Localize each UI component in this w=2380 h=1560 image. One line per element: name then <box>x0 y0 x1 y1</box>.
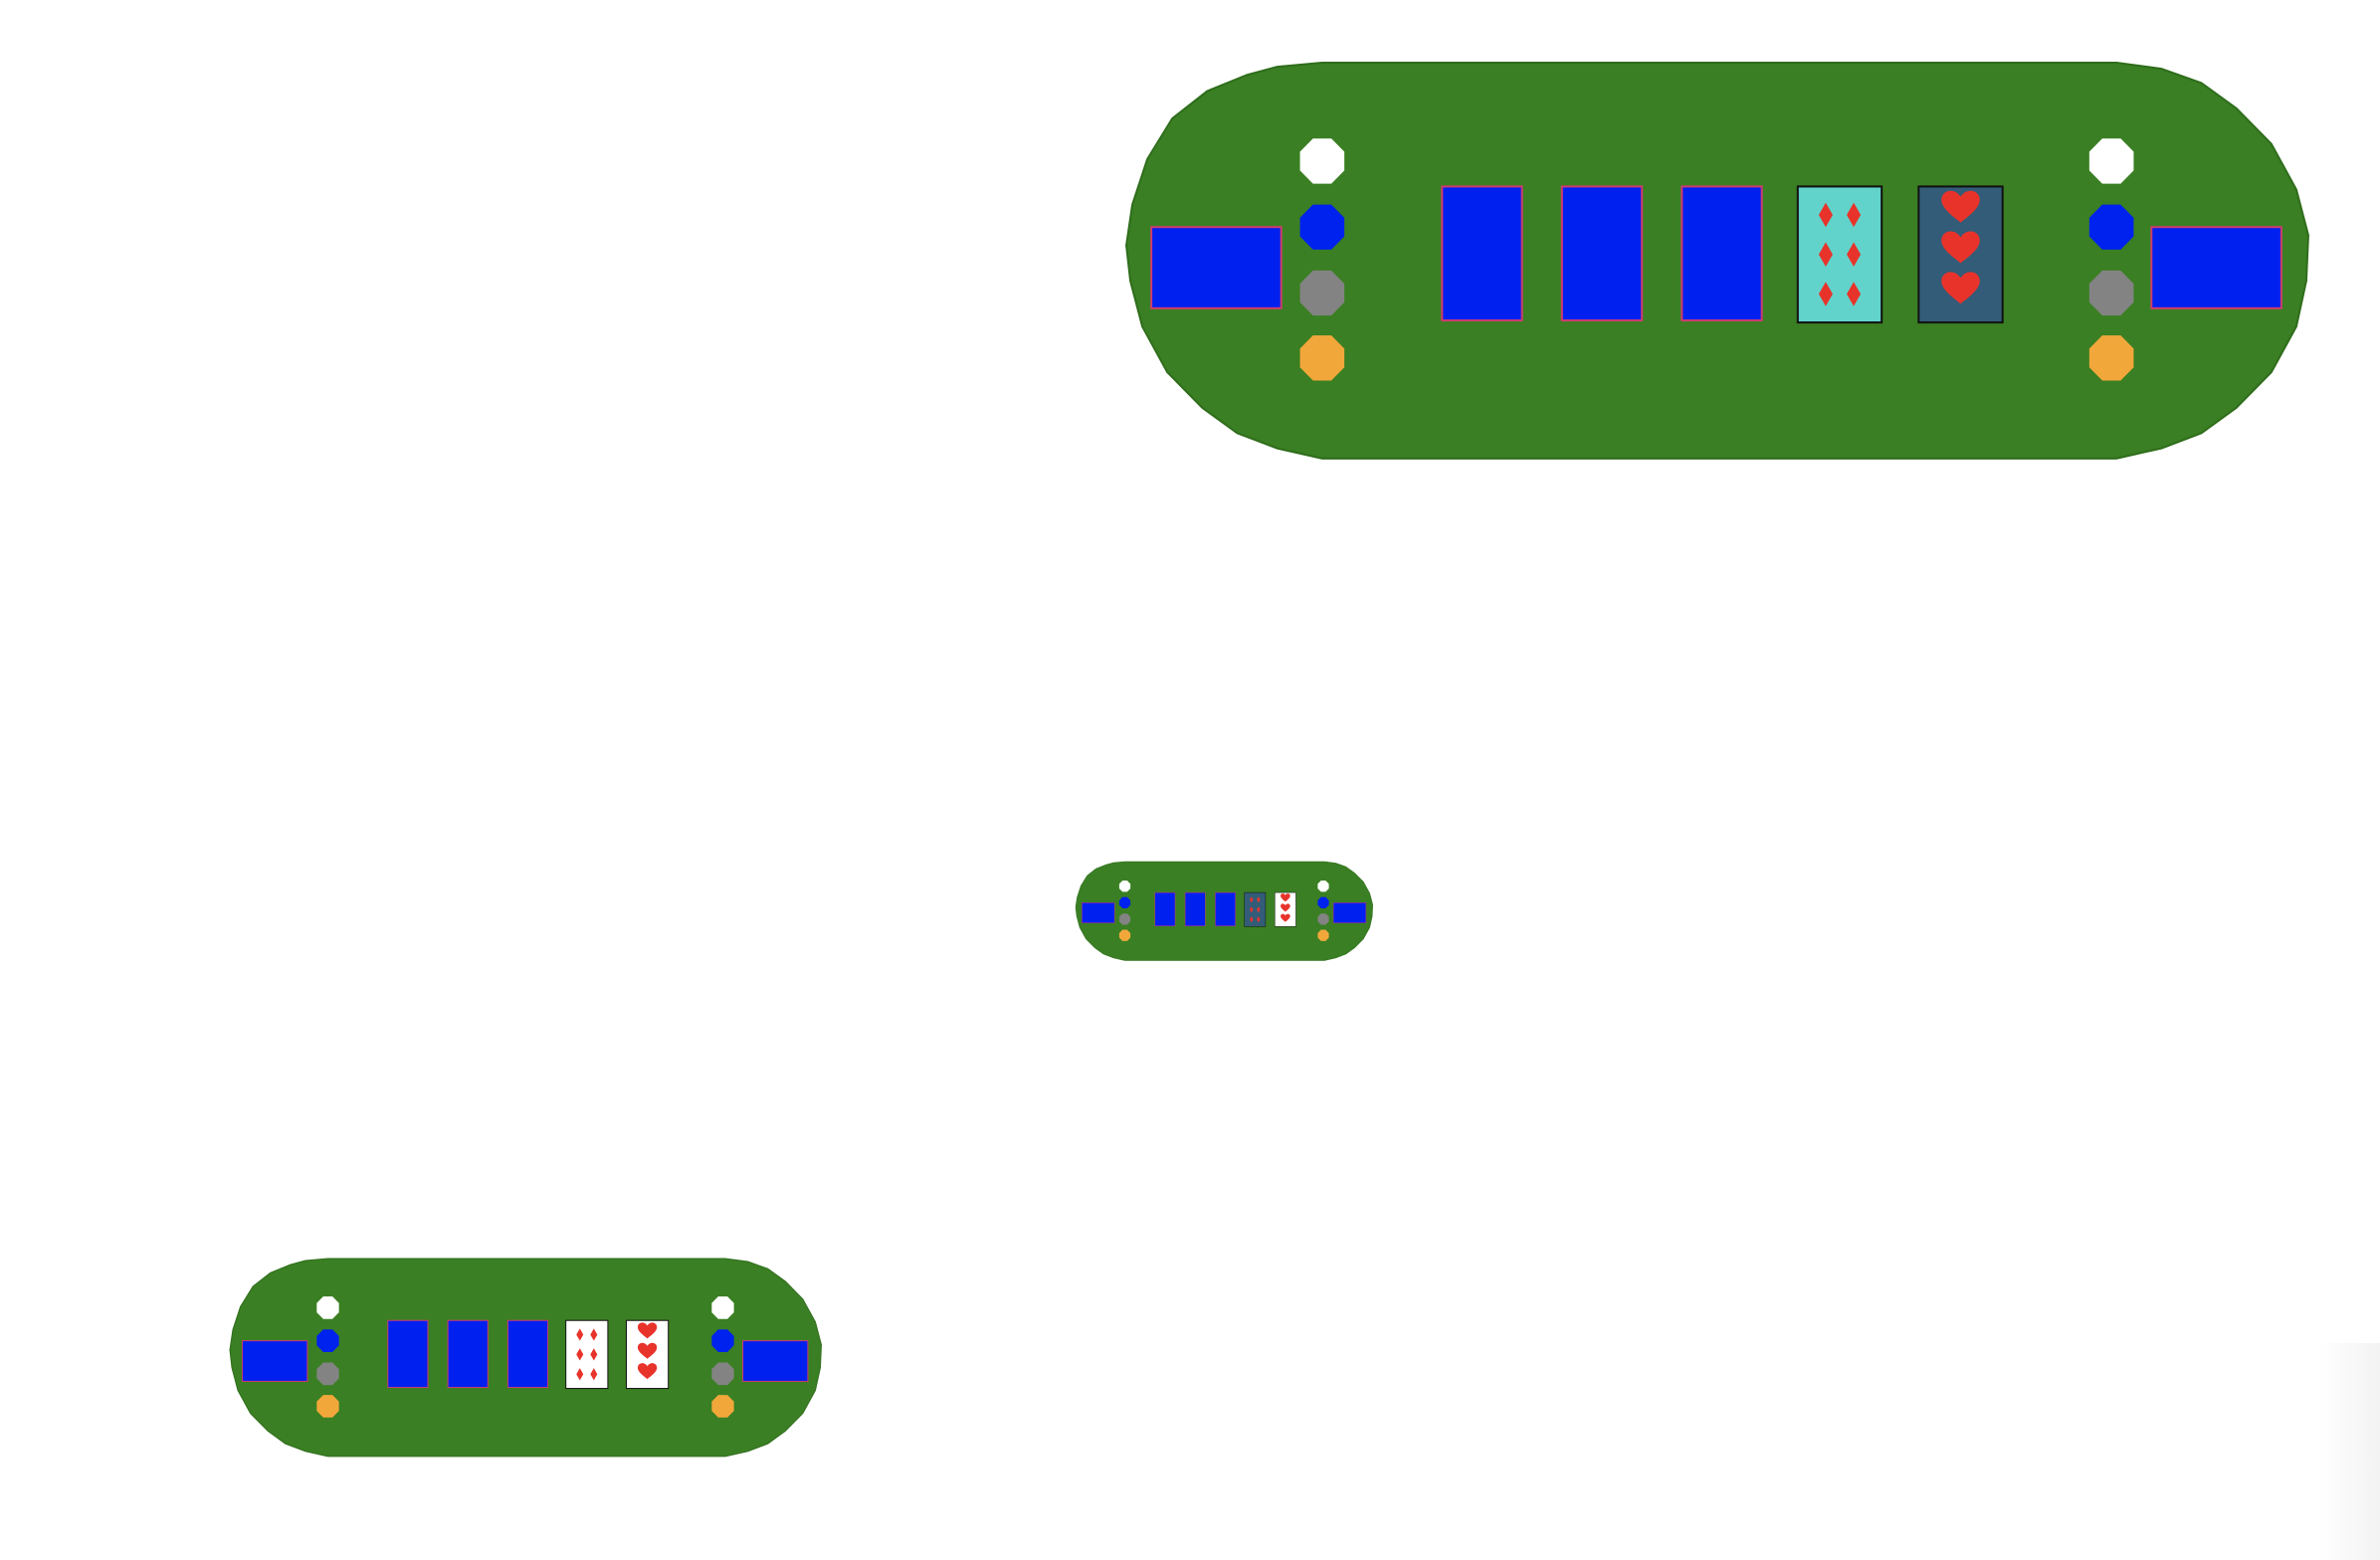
orange-chip[interactable] <box>1299 335 1345 381</box>
gray-chip[interactable] <box>711 1362 734 1386</box>
community-card-3[interactable] <box>1215 891 1236 927</box>
community-card-3-back <box>1681 185 1763 322</box>
diamond-icon <box>1249 906 1254 913</box>
diamond-icon <box>1847 242 1862 268</box>
white-chip[interactable] <box>1317 880 1329 892</box>
community-card-4-face <box>1796 185 1884 324</box>
white-chip[interactable] <box>711 1296 734 1319</box>
white-chip[interactable] <box>1299 138 1345 184</box>
orange-chip[interactable] <box>2088 335 2134 381</box>
blue-chip[interactable] <box>1118 896 1131 908</box>
community-card-5[interactable] <box>625 1319 670 1390</box>
community-card-4[interactable] <box>565 1319 609 1390</box>
community-card-4-face <box>565 1319 609 1390</box>
community-card-1[interactable] <box>387 1319 429 1389</box>
community-card-3[interactable] <box>1681 185 1763 322</box>
orange-chip[interactable] <box>316 1395 339 1418</box>
orange-chip[interactable] <box>1317 929 1329 941</box>
community-card-2[interactable] <box>1184 891 1206 927</box>
heart-icon <box>1941 272 1980 304</box>
heart-icon <box>637 1342 658 1359</box>
heart-icon <box>1280 903 1290 912</box>
right-seat-card-back[interactable] <box>1332 902 1367 923</box>
community-card-4[interactable] <box>1796 185 1884 324</box>
left-seat-card-back[interactable] <box>1082 902 1115 923</box>
diamond-icon <box>1847 282 1862 306</box>
community-card-5[interactable] <box>1917 185 2004 324</box>
community-card-2[interactable] <box>1560 185 1644 322</box>
diamond-icon <box>1257 896 1261 903</box>
heart-icon <box>1941 231 1980 264</box>
community-card-1-back <box>1154 891 1176 927</box>
community-card-1-back <box>387 1319 429 1389</box>
white-chip[interactable] <box>1118 880 1131 892</box>
white-chip[interactable] <box>2088 138 2134 184</box>
poker-table-medium[interactable] <box>228 1258 828 1462</box>
diamond-icon <box>590 1368 598 1381</box>
community-card-2[interactable] <box>447 1319 489 1389</box>
left-seat-card-back[interactable] <box>1150 226 1283 309</box>
community-card-2-back <box>1184 891 1206 927</box>
community-card-2-back <box>447 1319 489 1389</box>
community-card-4[interactable] <box>1244 891 1267 927</box>
heart-icon <box>637 1363 658 1380</box>
gray-chip[interactable] <box>316 1362 339 1386</box>
diamond-icon <box>1257 906 1261 913</box>
blue-chip[interactable] <box>316 1329 339 1352</box>
diamond-icon <box>1847 202 1862 228</box>
diamond-icon <box>1249 896 1254 903</box>
community-card-1[interactable] <box>1441 185 1523 322</box>
diamond-icon <box>1257 916 1261 923</box>
diamond-icon <box>576 1348 584 1361</box>
diamond-icon <box>590 1348 598 1361</box>
blue-chip[interactable] <box>1299 204 1345 250</box>
heart-icon <box>1280 893 1290 902</box>
blue-chip[interactable] <box>2088 204 2134 250</box>
left-seat-card-back[interactable] <box>242 1340 308 1382</box>
community-card-2-back <box>1560 185 1644 322</box>
poker-table-small[interactable] <box>1075 861 1376 963</box>
gray-chip[interactable] <box>1118 913 1131 925</box>
community-card-3-back <box>1215 891 1236 927</box>
diamond-icon <box>1249 916 1254 923</box>
community-card-1[interactable] <box>1154 891 1176 927</box>
gray-chip[interactable] <box>2088 270 2134 316</box>
blue-chip[interactable] <box>1317 896 1329 908</box>
poker-table-large[interactable] <box>1122 61 2321 469</box>
orange-chip[interactable] <box>1118 929 1131 941</box>
community-card-1-back <box>1441 185 1523 322</box>
right-seat-card-back[interactable] <box>2150 226 2282 309</box>
edge-shadow <box>2320 1343 2380 1560</box>
gray-chip[interactable] <box>1317 913 1329 925</box>
orange-chip[interactable] <box>711 1395 734 1418</box>
blue-chip[interactable] <box>711 1329 734 1352</box>
white-chip[interactable] <box>316 1296 339 1319</box>
gray-chip[interactable] <box>1299 270 1345 316</box>
heart-icon <box>1941 190 1980 223</box>
community-card-3-back <box>506 1319 549 1389</box>
heart-icon <box>1280 913 1290 922</box>
right-seat-card-back[interactable] <box>742 1340 809 1382</box>
community-card-3[interactable] <box>506 1319 549 1389</box>
community-card-5[interactable] <box>1274 891 1296 927</box>
community-card-4-face <box>1244 891 1267 927</box>
heart-icon <box>637 1322 658 1339</box>
